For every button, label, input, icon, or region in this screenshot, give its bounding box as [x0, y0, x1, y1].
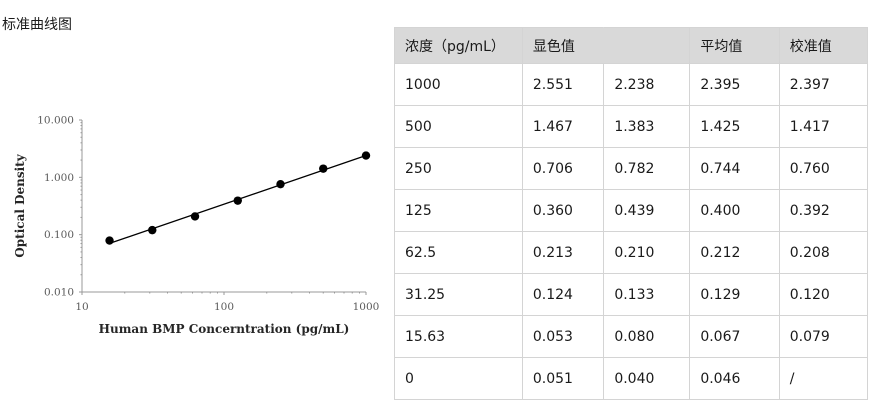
cell-od-1: 0.124	[521, 273, 605, 316]
table-row: 125 0.360 0.439 0.400 0.392	[394, 189, 869, 232]
table-row: 500 1.467 1.383 1.425 1.417	[394, 105, 869, 148]
y-tick-label: 10.000	[37, 115, 74, 127]
cell-concentration: 500	[394, 105, 523, 148]
cell-calibrated: 0.760	[778, 147, 869, 190]
cell-od-1: 0.360	[521, 189, 605, 232]
page-title: 标准曲线图	[2, 17, 72, 33]
cell-average: 1.425	[689, 105, 780, 148]
header-od-2	[603, 27, 691, 64]
table-row: 15.63 0.053 0.080 0.067 0.079	[394, 315, 869, 358]
cell-average: 0.067	[689, 315, 780, 358]
cell-od-2: 0.210	[603, 231, 691, 274]
cell-concentration: 0	[394, 357, 523, 400]
cell-calibrated: /	[778, 357, 869, 400]
data-point	[148, 225, 157, 235]
cell-od-2: 0.782	[603, 147, 691, 190]
cell-od-1: 0.706	[521, 147, 605, 190]
cell-calibrated: 1.417	[778, 105, 869, 148]
cell-od-1: 0.213	[521, 231, 605, 274]
cell-od-2: 0.080	[603, 315, 691, 358]
data-point	[233, 196, 242, 205]
header-concentration: 浓度（pg/mL）	[394, 27, 523, 64]
table-header-row: 浓度（pg/mL） 显色值 平均值 校准值	[394, 27, 869, 64]
cell-concentration: 250	[394, 147, 523, 190]
cell-average: 0.129	[689, 273, 780, 316]
x-tick-label: 100	[214, 301, 234, 313]
header-calibrated: 校准值	[778, 27, 869, 64]
cell-calibrated: 2.397	[778, 63, 869, 106]
data-point	[276, 179, 285, 189]
table-row: 250 0.706 0.782 0.744 0.760	[394, 147, 869, 190]
cell-od-1: 0.053	[521, 315, 605, 358]
standard-data-table: 浓度（pg/mL） 显色值 平均值 校准值 1000 2.551 2.238 2.39…	[394, 27, 869, 400]
cell-calibrated: 0.120	[778, 273, 869, 316]
table-row: 1000 2.551 2.238 2.395 2.397	[394, 63, 869, 106]
cell-concentration: 31.25	[394, 273, 523, 316]
data-point	[319, 164, 328, 173]
cell-od-2: 1.383	[603, 105, 691, 148]
cell-average: 0.400	[689, 189, 780, 232]
header-od: 显色值	[521, 27, 605, 64]
y-axis-title: Optical Density	[13, 153, 27, 257]
cell-od-1: 1.467	[521, 105, 605, 148]
cell-od-1: 0.051	[521, 357, 605, 400]
x-tick-label: 10	[75, 301, 88, 313]
table-body: 1000 2.551 2.238 2.395 2.397 500 1.467 1.383 1.4…	[394, 63, 869, 400]
cell-concentration: 125	[394, 189, 523, 232]
x-tick-label: 1000	[353, 301, 380, 313]
y-tick-label: 1.000	[44, 172, 74, 184]
cell-concentration: 62.5	[394, 231, 523, 274]
data-point	[105, 236, 114, 245]
y-tick-label: 0.010	[44, 287, 74, 299]
header-average: 平均值	[689, 27, 780, 64]
cell-calibrated: 0.079	[778, 315, 869, 358]
cell-average: 0.212	[689, 231, 780, 274]
data-point	[361, 151, 371, 160]
table-row: 31.25 0.124 0.133 0.129 0.120	[394, 273, 869, 316]
cell-od-1: 2.551	[521, 63, 605, 106]
cell-concentration: 15.63	[394, 315, 523, 358]
cell-average: 0.744	[689, 147, 780, 190]
cell-od-2: 0.439	[603, 189, 691, 232]
x-axis-title: Human BMP Concerntration (pg/mL)	[99, 322, 350, 336]
cell-average: 2.395	[689, 63, 780, 106]
cell-od-2: 2.238	[603, 63, 691, 106]
cell-average: 0.046	[689, 357, 780, 400]
cell-concentration: 1000	[394, 63, 523, 106]
cell-calibrated: 0.208	[778, 231, 869, 274]
cell-calibrated: 0.392	[778, 189, 869, 232]
cell-od-2: 0.040	[603, 357, 691, 400]
table-row: 62.5 0.213 0.210 0.212 0.208	[394, 231, 869, 274]
y-tick-label: 0.100	[44, 229, 74, 241]
table-row: 0 0.051 0.040 0.046/	[394, 357, 869, 400]
cell-od-2: 0.133	[603, 273, 691, 316]
data-point	[190, 212, 200, 221]
